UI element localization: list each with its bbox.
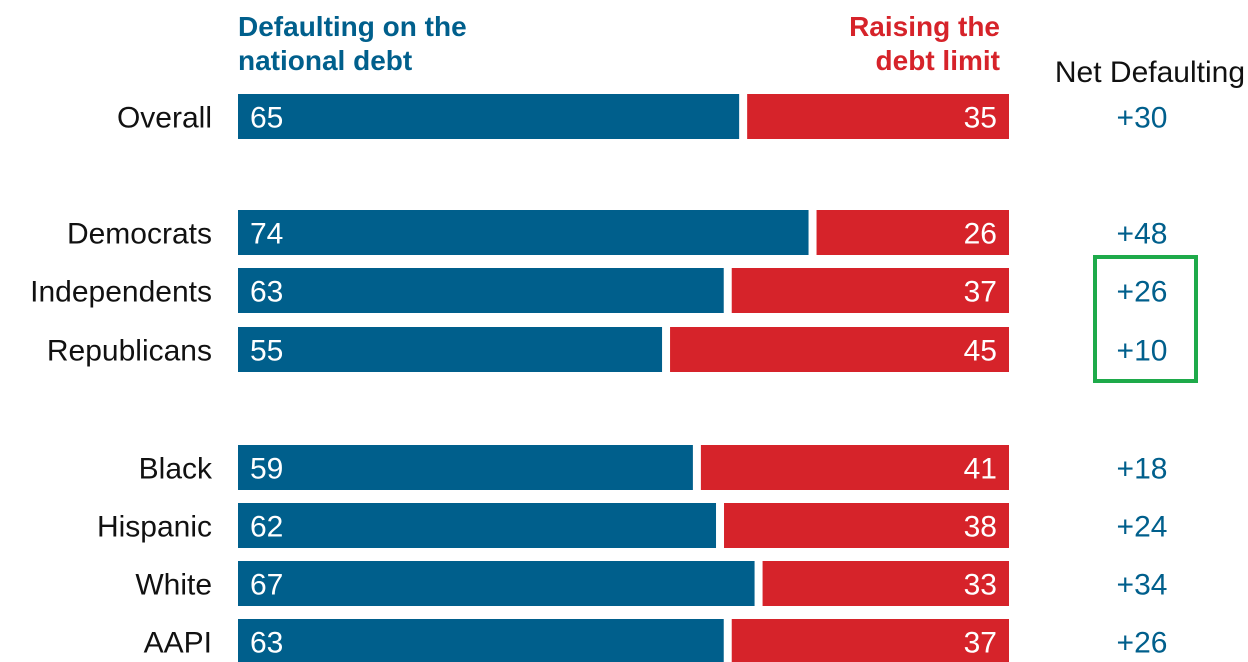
value-label-raising-aapi: 37 (964, 627, 997, 660)
value-label-defaulting-republicans: 55 (250, 335, 283, 368)
category-label-republicans: Republicans (47, 335, 212, 368)
bar-raising-democrats (816, 210, 1009, 255)
category-label-overall: Overall (117, 102, 212, 135)
bar-defaulting-white (238, 561, 755, 606)
value-label-raising-democrats: 26 (964, 218, 997, 251)
bar-defaulting-democrats (238, 210, 809, 255)
value-label-defaulting-independents: 63 (250, 276, 283, 309)
legend-defaulting-line-2: national debt (238, 45, 413, 76)
bar-raising-white (762, 561, 1009, 606)
value-label-raising-hispanic: 38 (964, 511, 997, 544)
value-label-defaulting-white: 67 (250, 569, 283, 602)
net-value-black: +18 (1117, 453, 1168, 486)
bar-raising-independents (731, 268, 1009, 313)
value-label-defaulting-hispanic: 62 (250, 511, 283, 544)
bar-raising-hispanic (724, 503, 1009, 548)
net-value-hispanic: +24 (1117, 511, 1168, 544)
category-label-white: White (135, 569, 212, 602)
net-value-democrats: +48 (1117, 218, 1168, 251)
legend-raising-line-1: Raising the (849, 11, 1000, 42)
net-value-white: +34 (1117, 569, 1168, 602)
net-value-republicans: +10 (1117, 335, 1168, 368)
value-label-defaulting-overall: 65 (250, 102, 283, 135)
bar-defaulting-aapi (238, 619, 724, 662)
value-label-raising-black: 41 (964, 453, 997, 486)
legend-raising: Raising the debt limit (700, 10, 1000, 78)
legend-defaulting-line-1: Defaulting on the (238, 11, 467, 42)
bar-raising-aapi (731, 619, 1009, 662)
category-label-black: Black (139, 453, 213, 486)
value-label-raising-independents: 37 (964, 276, 997, 309)
bar-defaulting-republicans (238, 327, 663, 372)
bar-raising-black (700, 445, 1009, 490)
category-label-aapi: AAPI (144, 627, 212, 660)
bar-defaulting-black (238, 445, 693, 490)
value-label-defaulting-democrats: 74 (250, 218, 283, 251)
value-label-defaulting-black: 59 (250, 453, 283, 486)
bar-defaulting-overall (238, 94, 740, 139)
category-label-hispanic: Hispanic (97, 511, 212, 544)
value-label-raising-white: 33 (964, 569, 997, 602)
net-value-overall: +30 (1117, 102, 1168, 135)
bar-raising-overall (747, 94, 1009, 139)
bar-defaulting-hispanic (238, 503, 717, 548)
net-value-independents: +26 (1117, 276, 1168, 309)
bar-raising-republicans (670, 327, 1009, 372)
value-label-defaulting-aapi: 63 (250, 627, 283, 660)
value-label-raising-overall: 35 (964, 102, 997, 135)
net-defaulting-header: Net Defaulting (1054, 56, 1245, 89)
category-label-democrats: Democrats (67, 218, 212, 251)
value-label-raising-republicans: 45 (964, 335, 997, 368)
legend-raising-line-2: debt limit (875, 45, 1000, 76)
legend-defaulting: Defaulting on the national debt (238, 10, 538, 78)
net-value-aapi: +26 (1117, 627, 1168, 660)
bar-defaulting-independents (238, 268, 724, 313)
net-highlight-box (1093, 255, 1198, 383)
category-label-independents: Independents (30, 276, 212, 309)
